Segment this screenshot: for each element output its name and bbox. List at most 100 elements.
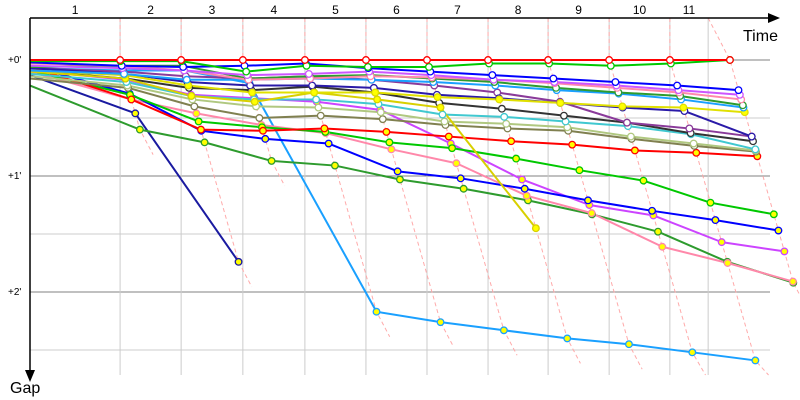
lap-label: 7 — [454, 3, 461, 17]
data-point-series-20-lap-1 — [135, 125, 144, 134]
data-point-series-13-lap-4 — [314, 103, 323, 112]
data-point-series-12-lap-7 — [500, 112, 509, 121]
data-point-series-0-lap-2 — [177, 56, 186, 64]
data-point-series-12-lap-11 — [751, 145, 760, 154]
data-point-series-18-lap-10 — [717, 238, 726, 247]
lap-label: 9 — [575, 3, 582, 17]
data-point-series-2-lap-8 — [549, 74, 558, 83]
data-point-series-20-lap-9 — [654, 227, 662, 236]
data-point-series-3-lap-4 — [304, 69, 313, 78]
data-point-series-22-lap-7 — [563, 334, 572, 343]
data-point-series-2-lap-9 — [611, 78, 620, 86]
data-point-series-15-lap-5 — [382, 127, 391, 136]
data-point-series-0-lap-7 — [484, 56, 492, 64]
data-point-series-20-lap-2 — [200, 138, 209, 147]
data-point-series-20-lap-6 — [459, 184, 468, 193]
data-point-series-11-lap-7 — [497, 104, 506, 113]
data-point-series-16-lap-6 — [448, 144, 457, 153]
lap-label: 4 — [271, 3, 278, 17]
data-point-series-17-lap-10 — [711, 216, 720, 225]
data-point-series-0-lap-9 — [605, 56, 614, 64]
data-point-series-22-lap-8 — [625, 340, 633, 349]
data-point-series-16-lap-7 — [512, 154, 521, 163]
data-point-series-7-lap-8 — [556, 98, 565, 107]
data-point-series-7-lap-10 — [679, 103, 688, 112]
series-line-15 — [29, 66, 758, 158]
data-point-series-17-lap-6 — [456, 174, 465, 183]
data-point-series-22-lap-5 — [436, 318, 445, 327]
data-point-series-15-lap-6 — [444, 132, 453, 141]
x-axis-arrow-icon — [768, 13, 780, 23]
data-point-series-10-lap-10 — [685, 124, 694, 133]
data-point-series-16-lap-8 — [575, 166, 584, 175]
data-point-series-14-lap-3 — [255, 114, 264, 122]
y-axis-label: Gap — [10, 380, 40, 397]
lap-label: 5 — [332, 3, 339, 17]
data-point-series-9-lap-4 — [308, 81, 317, 90]
data-point-series-16-lap-10 — [706, 198, 715, 207]
lap-label: 2 — [147, 3, 154, 17]
x-axis-label: Time — [743, 28, 778, 45]
data-point-series-7-lap-3 — [248, 88, 257, 97]
data-point-series-8-lap-7 — [531, 224, 540, 233]
data-point-series-14-lap-2 — [190, 102, 199, 111]
data-point-series-13-lap-9 — [626, 132, 635, 141]
data-point-series-0-lap-1 — [116, 56, 125, 64]
data-point-series-10-lap-9 — [623, 118, 631, 127]
data-point-series-9-lap-11 — [747, 132, 756, 141]
data-point-series-2-lap-7 — [488, 71, 497, 80]
data-point-series-0-lap-3 — [238, 56, 247, 64]
data-point-series-2-lap-10 — [673, 81, 682, 90]
data-point-series-18-lap-7 — [518, 175, 526, 184]
data-point-series-18-lap-11 — [780, 247, 789, 256]
data-point-series-7-lap-9 — [618, 102, 627, 111]
data-point-series-2-lap-11 — [734, 86, 743, 95]
data-point-series-19-lap-11 — [789, 277, 797, 286]
data-point-series-7-lap-6 — [433, 93, 442, 102]
data-point-series-17-lap-7 — [520, 184, 529, 193]
data-point-series-0-lap-11 — [725, 56, 734, 64]
data-point-series-20-lap-3 — [267, 156, 276, 165]
data-point-series-15-lap-3 — [259, 126, 267, 135]
data-point-series-17-lap-9 — [648, 206, 656, 215]
lap-label: 11 — [683, 3, 696, 17]
series-line-16 — [29, 69, 775, 216]
lap-label: 3 — [209, 3, 216, 17]
data-point-series-17-lap-3 — [261, 134, 270, 143]
data-point-series-0-lap-4 — [300, 56, 309, 64]
lap-dash-line — [547, 18, 643, 370]
data-point-series-12-lap-4 — [312, 95, 321, 104]
data-point-series-17-lap-11 — [774, 226, 783, 235]
data-point-series-20-lap-4 — [330, 161, 339, 170]
data-point-series-12-lap-6 — [438, 110, 447, 119]
data-point-series-13-lap-10 — [689, 139, 698, 148]
data-point-series-8-lap-3 — [250, 97, 259, 106]
series-line-19 — [29, 70, 794, 283]
series-line-1 — [30, 59, 730, 73]
data-point-series-19-lap-9 — [658, 242, 667, 251]
data-point-series-22-lap-4 — [372, 307, 381, 316]
data-point-series-8-lap-6 — [436, 103, 445, 112]
series-line-9 — [29, 67, 753, 138]
lap-label: 8 — [515, 3, 522, 17]
data-point-series-21-lap-2 — [234, 257, 243, 266]
series-markers — [116, 56, 798, 365]
series-line-8 — [29, 70, 537, 229]
y-axis-arrow-icon — [25, 370, 35, 382]
data-point-series-7-lap-5 — [371, 88, 380, 97]
data-point-series-14-lap-4 — [316, 111, 325, 120]
data-point-series-17-lap-8 — [584, 196, 592, 205]
axes: Time Gap — [10, 13, 780, 397]
series-line-3 — [29, 64, 740, 96]
data-point-series-15-lap-1 — [127, 95, 136, 104]
data-point-series-22-lap-10 — [751, 356, 760, 365]
data-point-series-20-lap-5 — [395, 175, 404, 184]
series-line-20 — [29, 84, 794, 284]
data-point-series-6-lap-2 — [182, 75, 191, 84]
data-point-series-15-lap-8 — [568, 140, 577, 149]
data-point-series-19-lap-5 — [387, 145, 396, 154]
series-line-14 — [29, 77, 757, 153]
data-point-series-15-lap-2 — [196, 125, 205, 134]
data-point-series-0-lap-10 — [665, 56, 674, 64]
series-line-13 — [29, 75, 756, 152]
